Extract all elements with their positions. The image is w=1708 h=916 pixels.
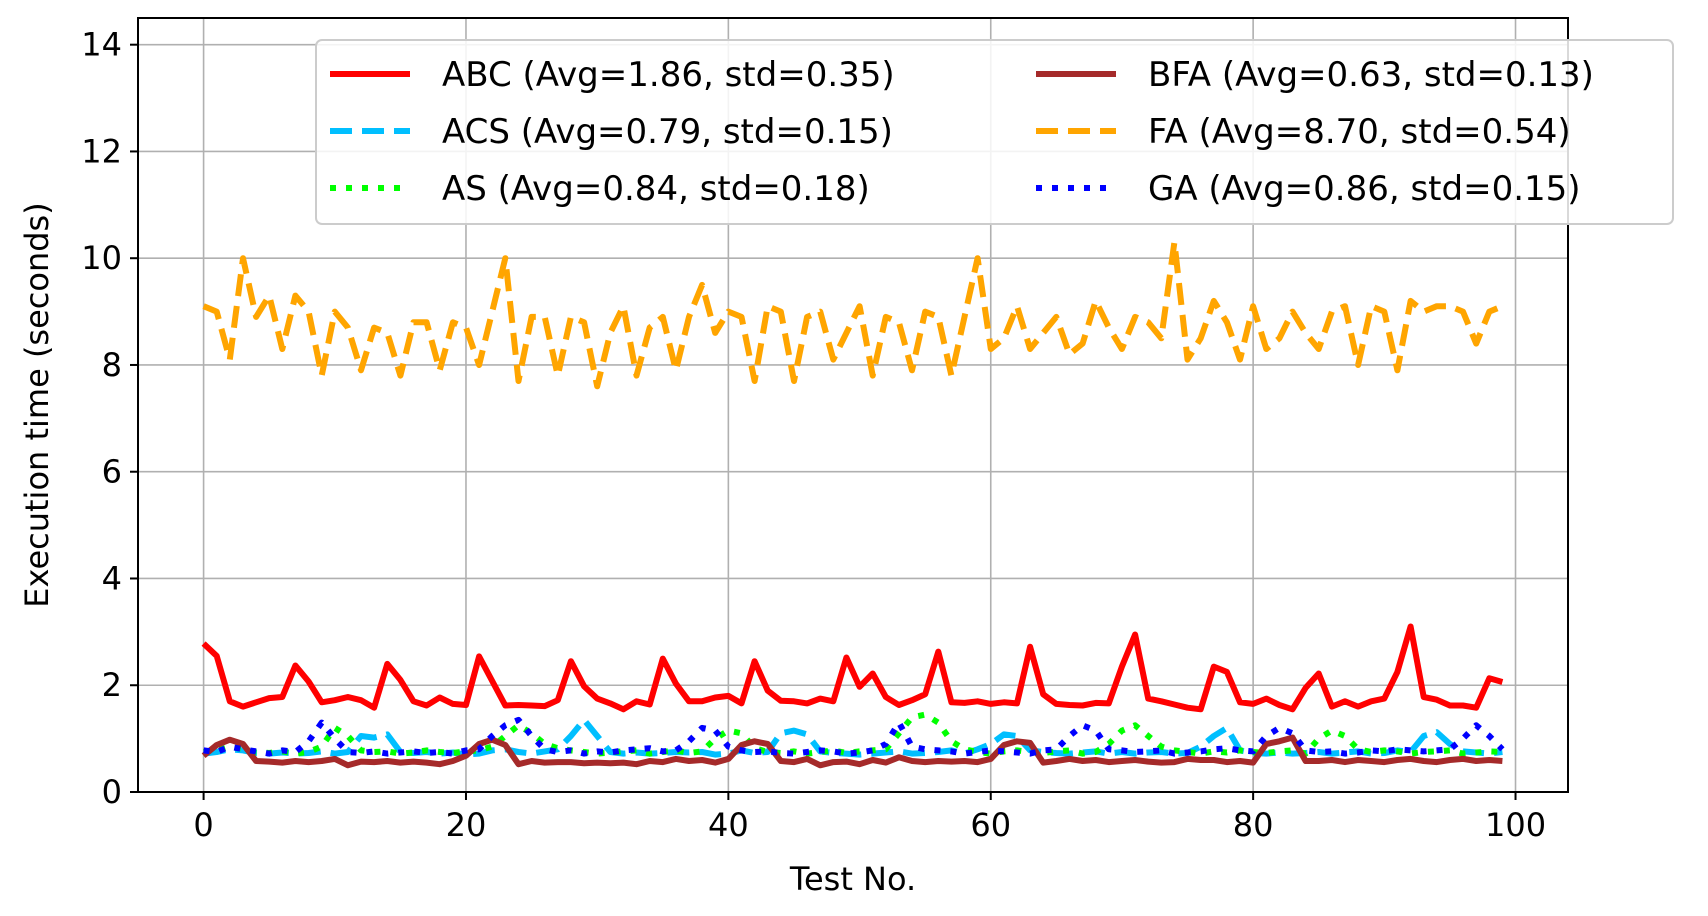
legend-label: ACS (Avg=0.79, std=0.15) [442,112,893,152]
legend-label: GA (Avg=0.86, std=0.15) [1148,169,1581,209]
series-line [203,711,1503,757]
legend-box [315,39,1674,225]
y-tick-label: 14 [81,26,122,64]
x-tick-label: 20 [446,806,487,844]
x-tick-label: 0 [193,806,213,844]
axis-ticks: 0 20 40 60 80 100 0 2 4 6 8 10 12 14 [81,26,1546,844]
y-axis-label: Execution time (seconds) [18,202,56,607]
y-tick-label: 2 [102,666,122,704]
series-line [202,239,1504,390]
y-tick-label: 12 [81,132,122,170]
y-tick-label: 10 [81,239,122,277]
y-tick-label: 0 [102,773,122,811]
legend: ABC (Avg=1.86, std=0.35) ACS (Avg=0.79, s… [315,39,1674,225]
series-line [201,734,1503,769]
series-line [201,623,1504,713]
series-lines [201,239,1505,769]
y-tick-label: 6 [102,453,122,491]
x-tick-label: 40 [708,806,749,844]
y-tick-label: 4 [102,559,122,597]
series-line [203,716,1505,757]
x-axis-label: Test No. [789,860,916,898]
legend-label: AS (Avg=0.84, std=0.18) [442,169,870,209]
x-tick-label: 80 [1233,806,1274,844]
x-tick-label: 100 [1485,806,1546,844]
legend-items: ABC (Avg=1.86, std=0.35) ACS (Avg=0.79, s… [330,55,1594,209]
x-tick-label: 60 [970,806,1011,844]
y-tick-label: 8 [102,346,122,384]
legend-label: ABC (Avg=1.86, std=0.35) [442,55,895,95]
plot-frame [137,17,1569,793]
legend-label: FA (Avg=8.70, std=0.54) [1148,112,1571,152]
legend-label: BFA (Avg=0.63, std=0.13) [1148,55,1594,95]
